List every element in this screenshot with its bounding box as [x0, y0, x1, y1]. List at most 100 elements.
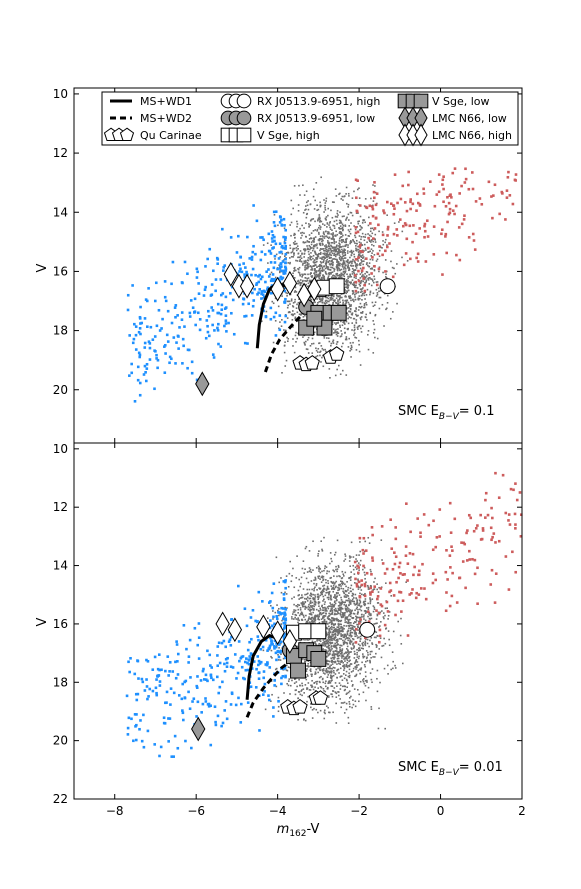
field-star-gray [320, 576, 323, 579]
field-star-gray [296, 685, 298, 688]
field-star-red [399, 197, 403, 201]
field-star-gray [343, 251, 345, 254]
field-star-blue [163, 345, 166, 348]
field-star-gray [342, 321, 344, 324]
field-star-gray [280, 325, 283, 327]
field-star-red [381, 253, 384, 257]
field-star-gray [334, 255, 337, 258]
field-star-gray [368, 265, 371, 268]
field-star-gray [338, 583, 340, 586]
field-star-gray [328, 649, 331, 651]
field-star-blue [223, 264, 227, 267]
field-star-gray [323, 253, 326, 256]
field-star-gray [318, 639, 320, 642]
field-star-gray [372, 656, 374, 658]
field-star-gray [353, 283, 355, 286]
field-star-gray [339, 251, 342, 254]
field-star-gray [372, 184, 374, 186]
field-star-gray [348, 276, 351, 278]
field-star-gray [338, 239, 341, 242]
field-star-gray [349, 611, 352, 614]
field-star-gray [330, 637, 333, 639]
field-star-gray [324, 235, 326, 238]
field-star-gray [318, 612, 321, 614]
field-star-blue [267, 268, 270, 271]
field-star-gray [345, 202, 348, 205]
field-star-gray [317, 552, 320, 555]
field-star-gray [354, 298, 357, 301]
field-star-gray [365, 280, 368, 283]
field-star-gray [327, 660, 330, 662]
field-star-gray [326, 587, 329, 589]
field-star-gray [313, 272, 316, 274]
field-star-gray [299, 255, 302, 257]
field-star-gray [297, 697, 300, 699]
field-star-blue [280, 218, 283, 222]
field-star-gray [330, 244, 332, 247]
field-star-gray [367, 654, 369, 656]
field-star-gray [343, 560, 345, 562]
field-star-gray [339, 273, 341, 276]
field-star-gray [352, 238, 354, 241]
field-star-gray [311, 249, 314, 252]
field-star-gray [309, 597, 312, 600]
field-star-gray [328, 247, 330, 250]
field-star-gray [306, 592, 309, 595]
field-star-gray [338, 257, 341, 259]
field-star-gray [321, 240, 323, 243]
field-star-gray [359, 616, 362, 619]
field-star-gray [339, 575, 341, 578]
field-star-gray [300, 576, 303, 579]
field-star-gray [290, 299, 293, 302]
field-star-gray [312, 620, 314, 623]
field-star-gray [325, 607, 327, 610]
field-star-gray [338, 637, 341, 640]
field-star-gray [356, 560, 358, 562]
field-star-gray [312, 240, 314, 242]
field-star-gray [364, 272, 366, 275]
field-star-gray [333, 270, 336, 272]
field-star-gray [340, 276, 343, 279]
field-star-gray [329, 552, 332, 554]
field-star-gray [295, 577, 298, 579]
field-star-gray [311, 640, 314, 643]
field-star-gray [356, 612, 359, 615]
field-star-gray [332, 303, 334, 306]
field-star-gray [357, 588, 360, 590]
field-star-red [441, 178, 445, 182]
field-star-red [392, 212, 396, 216]
field-star-gray [360, 318, 362, 321]
field-star-gray [345, 296, 347, 298]
field-star-gray [302, 605, 305, 608]
field-star-gray [292, 313, 294, 316]
field-star-gray [328, 231, 330, 234]
field-star-gray [329, 650, 332, 653]
field-star-gray [293, 611, 296, 613]
field-star-gray [332, 340, 334, 343]
field-star-gray [333, 644, 335, 647]
field-star-gray [295, 681, 298, 683]
field-star-gray [380, 621, 382, 623]
field-star-gray [335, 343, 338, 345]
field-star-blue [231, 298, 235, 302]
field-star-blue [207, 334, 211, 338]
field-star-blue [278, 251, 282, 254]
field-star-gray [355, 242, 358, 245]
field-star-blue [243, 315, 246, 318]
field-star-gray [339, 276, 342, 279]
field-star-gray [293, 586, 296, 589]
field-star-gray [375, 295, 378, 297]
field-star-gray [354, 700, 357, 703]
square-open-marker [328, 278, 345, 295]
field-star-gray [300, 611, 303, 614]
field-star-gray [353, 260, 356, 262]
field-star-gray [344, 607, 347, 610]
field-star-gray [314, 586, 316, 589]
field-star-gray [317, 219, 319, 222]
field-star-gray [307, 608, 310, 611]
field-star-gray [339, 646, 341, 649]
field-star-gray [309, 246, 312, 248]
field-star-gray [344, 303, 347, 306]
field-star-gray [355, 319, 358, 321]
field-star-gray [321, 621, 324, 623]
